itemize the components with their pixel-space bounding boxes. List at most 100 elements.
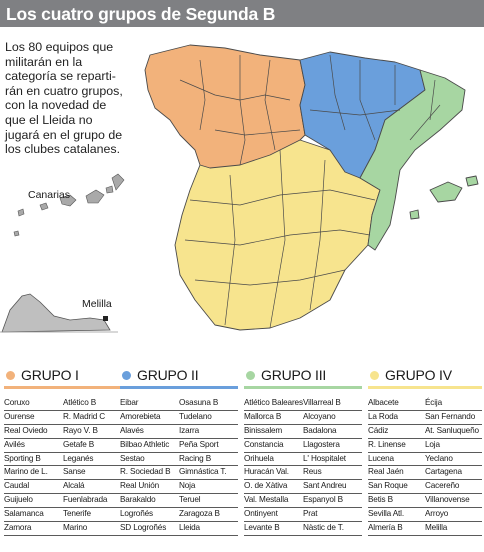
team-name: Lucena xyxy=(368,453,425,467)
team-name: L' Hospitalet xyxy=(303,453,362,467)
team-name: Bilbao Athletic xyxy=(120,439,179,453)
intro-text: Los 80 equipos que militarán en la categ… xyxy=(5,40,165,157)
team-column: Osasuna B Tudelano Izarra Peña Sport Racing … xyxy=(179,397,238,536)
team-name: Betis B xyxy=(368,494,425,509)
team-name: Noja xyxy=(179,480,238,495)
group-i: GRUPO I Coruxo Ourense Real Oviedo Avilés Sp… xyxy=(4,366,122,536)
team-name: Reus xyxy=(303,466,362,481)
group-underline xyxy=(244,386,362,389)
team-column: Écija San Fernando At. Sanluqueño Loja Yecla… xyxy=(425,397,482,536)
group-title: GRUPO III xyxy=(261,367,327,383)
melilla-inset xyxy=(0,293,118,333)
team-name: Lleida xyxy=(179,522,238,536)
team-column: Coruxo Ourense Real Oviedo Avilés Sporting B… xyxy=(4,397,63,536)
team-name: Amorebieta xyxy=(120,411,179,425)
team-name: Sevilla Atl. xyxy=(368,508,425,523)
team-name: Zamora xyxy=(4,522,63,536)
group-color-dot xyxy=(6,370,15,380)
team-name: Izarra xyxy=(179,425,238,439)
team-name: Levante B xyxy=(244,522,303,536)
region-grupo-i xyxy=(144,44,306,169)
team-name: R. Sociedad B xyxy=(120,466,179,481)
team-name: Cacereño xyxy=(425,480,482,495)
group-title: GRUPO I xyxy=(21,367,79,383)
team-name: Sanse xyxy=(63,466,122,481)
label-melilla: Melilla xyxy=(82,298,112,310)
region-grupo-iii xyxy=(359,69,466,251)
team-name: Atlético Baleares xyxy=(244,397,303,411)
spain-map xyxy=(0,44,479,333)
team-name: Coruxo xyxy=(4,397,63,411)
team-name: Loja xyxy=(425,439,482,453)
team-name: Val. Mestalla xyxy=(244,494,303,509)
team-name: Espanyol B xyxy=(303,494,362,509)
team-name: Zaragoza B xyxy=(179,508,238,523)
team-name: Sporting B xyxy=(4,453,63,467)
team-name: Barakaldo xyxy=(120,494,179,509)
team-name: San Roque xyxy=(368,480,425,495)
team-name: Mallorca B xyxy=(244,411,303,425)
group-color-dot xyxy=(370,370,379,380)
team-name: Avilés xyxy=(4,439,63,453)
team-name: Orihuela xyxy=(244,453,303,467)
group-ii: GRUPO II Eibar Amorebieta Alavés Bilbao Ath… xyxy=(120,366,238,536)
label-canarias: Canarias xyxy=(28,189,71,201)
team-name: Real Jaén xyxy=(368,466,425,481)
group-iv: GRUPO IV Albacete La Roda Cádiz R. Linense L… xyxy=(368,366,482,536)
group-underline xyxy=(4,386,122,389)
team-name: Arroyo xyxy=(425,508,482,523)
team-name: Alcoyano xyxy=(303,411,362,425)
team-name: SD Logroñés xyxy=(120,522,179,536)
team-name: Getafe B xyxy=(63,439,122,453)
team-name: San Fernando xyxy=(425,411,482,425)
intro-line: que el Lleida no xyxy=(5,112,93,127)
intro-line: con la novedad de xyxy=(5,98,107,113)
team-column: Eibar Amorebieta Alavés Bilbao Athletic Sest… xyxy=(120,397,179,536)
region-baleares xyxy=(429,181,463,203)
team-name: Écija xyxy=(425,397,482,411)
team-column: Atlético B R. Madrid C Rayo V. B Getafe B Le… xyxy=(63,397,122,536)
team-name: Alavés xyxy=(120,425,179,439)
team-name: Yeclano xyxy=(425,453,482,467)
team-name: Alcalá xyxy=(63,480,122,495)
team-name: Guijuelo xyxy=(4,494,63,509)
team-name: Badalona xyxy=(303,425,362,439)
team-name: Binissalem xyxy=(244,425,303,439)
team-name: Salamanca xyxy=(4,508,63,523)
team-name: Logroñés xyxy=(120,508,179,523)
team-name: La Roda xyxy=(368,411,425,425)
team-name: Llagostera xyxy=(303,439,362,453)
team-name: Real Unión xyxy=(120,480,179,495)
team-name: At. Sanluqueño xyxy=(425,425,482,439)
team-name: Ourense xyxy=(4,411,63,425)
team-name: Caudal xyxy=(4,480,63,495)
team-name: Leganés xyxy=(63,453,122,467)
team-name: Rayo V. B xyxy=(63,425,122,439)
team-name: Sestao xyxy=(120,453,179,467)
team-name: Atlético B xyxy=(63,397,122,411)
team-name: Huracán Val. xyxy=(244,466,303,481)
team-name: Eibar xyxy=(120,397,179,411)
intro-line: los clubes catalanes. xyxy=(5,142,121,157)
header-bar: Los cuatro grupos de Segunda B xyxy=(0,0,484,27)
team-name: Albacete xyxy=(368,397,425,411)
team-name: R. Linense xyxy=(368,439,425,453)
team-name: Tenerife xyxy=(63,508,122,523)
team-name: Marino de L. xyxy=(4,466,63,481)
group-underline xyxy=(368,386,482,389)
team-name: Prat xyxy=(303,508,362,523)
team-name: Ontinyent xyxy=(244,508,303,523)
group-underline xyxy=(120,386,238,389)
group-iii: GRUPO III Atlético Baleares Mallorca B Bin… xyxy=(244,366,362,536)
group-color-dot xyxy=(122,370,131,380)
team-name: Cádiz xyxy=(368,425,425,439)
canarias-inset xyxy=(13,173,125,237)
team-name: Melilla xyxy=(425,522,482,536)
team-name: Fuenlabrada xyxy=(63,494,122,509)
team-name: Constancia xyxy=(244,439,303,453)
team-name: Tudelano xyxy=(179,411,238,425)
team-column: Albacete La Roda Cádiz R. Linense Lucena Real… xyxy=(368,397,425,536)
intro-line: jugará en el grupo de xyxy=(5,127,123,142)
team-column: Atlético Baleares Mallorca B Binissalem Con… xyxy=(244,397,303,536)
team-name: Teruel xyxy=(179,494,238,509)
